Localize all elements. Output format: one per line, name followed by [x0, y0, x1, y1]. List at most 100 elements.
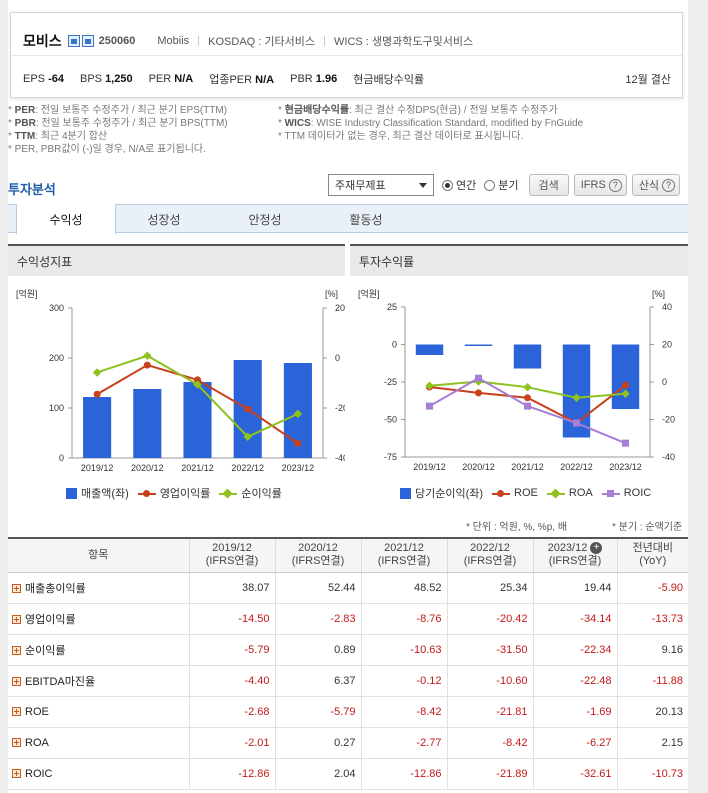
metric-eps: EPS -64 — [23, 73, 64, 85]
data-point[interactable] — [524, 402, 531, 410]
row-label[interactable]: ROE — [8, 696, 189, 728]
y-right-tick-label: 0 — [335, 353, 340, 363]
tab-stability[interactable]: 안정성 — [248, 212, 282, 227]
table-cell: -22.34 — [532, 634, 617, 666]
data-point[interactable] — [243, 432, 252, 441]
expand-plus-icon[interactable] — [12, 676, 21, 686]
table-cell: -1.69 — [532, 696, 617, 728]
notes-left: * PER: 전일 보통주 수정주가 / 최근 분기 EPS(TTM) * PB… — [8, 104, 228, 156]
legend-item-sales[interactable]: 매출액(좌) — [66, 485, 129, 501]
data-point[interactable] — [143, 361, 151, 369]
data-point[interactable] — [425, 381, 434, 391]
bar[interactable] — [513, 344, 542, 369]
data-point[interactable] — [92, 368, 102, 377]
bar[interactable] — [611, 344, 640, 410]
table-cell: 19.44 — [532, 572, 617, 604]
table-cell: -31.50 — [446, 634, 533, 666]
data-point[interactable] — [426, 402, 433, 410]
data-point[interactable] — [622, 439, 629, 447]
add-circle-icon[interactable]: + — [590, 542, 603, 555]
expand-plus-icon[interactable] — [12, 737, 21, 747]
data-point[interactable] — [573, 419, 580, 427]
left-axis-unit: [억원] — [358, 288, 380, 299]
table-cell: -12.86 — [188, 758, 275, 790]
data-point[interactable] — [622, 381, 629, 389]
table-cell: -22.48 — [532, 665, 617, 697]
data-point[interactable] — [523, 382, 532, 392]
company-english-name: Mobiis — [157, 35, 190, 47]
table-cell: 2.04 — [274, 758, 361, 790]
table-cell: -4.40 — [188, 665, 275, 697]
table-row: ROA -2.01 0.27 -2.77 -8.42 -6.27 2.15 — [8, 727, 688, 759]
y-right-tick-label: -40 — [662, 452, 675, 462]
row-label[interactable]: 순이익률 — [8, 634, 189, 666]
row-label[interactable]: ROIC — [8, 758, 189, 790]
company-name[interactable]: 모비스 — [23, 33, 62, 49]
column-header-2022: 2022/12 (IFRS연결) — [446, 538, 533, 573]
tab-activity[interactable]: 활동성 — [349, 212, 383, 227]
data-point[interactable] — [524, 394, 531, 402]
expand-plus-icon[interactable] — [12, 706, 21, 716]
table-cell: -12.86 — [360, 758, 447, 790]
data-point[interactable] — [293, 409, 303, 419]
row-label[interactable]: EBITDA마진율 — [8, 665, 189, 697]
wics-classification: WICS : 생명과학도구및서비스 — [334, 36, 474, 48]
expand-plus-icon[interactable] — [12, 645, 21, 655]
legend-item-roe[interactable]: ROE — [492, 487, 538, 499]
bar[interactable] — [133, 389, 162, 458]
data-point[interactable] — [294, 439, 302, 447]
bar[interactable] — [415, 344, 444, 356]
home-icon[interactable] — [67, 35, 80, 47]
tab-profitability[interactable]: 수익성 — [16, 204, 116, 234]
metric-pbr: PBR 1.96 — [290, 73, 338, 85]
table-row: 영업이익률 -14.50 -2.83 -8.76 -20.42 -34.14 -13.73 — [8, 603, 688, 635]
bar[interactable] — [83, 397, 112, 458]
data-point[interactable] — [475, 374, 482, 382]
y-left-tick-label: -50 — [384, 415, 397, 425]
legend-item-operating-margin[interactable]: 영업이익률 — [137, 485, 210, 501]
ifrs-button[interactable]: IFRS? — [573, 174, 627, 196]
right-gutter — [688, 0, 708, 793]
market-classification: KOSDAQ : 기타서비스 — [208, 36, 315, 48]
note-wics: * WICS: WISE Industry Classification Sta… — [278, 118, 584, 129]
data-point[interactable] — [194, 376, 201, 384]
table-cell: 20.13 — [616, 696, 688, 728]
column-header-item: 항목 — [8, 538, 189, 573]
statement-select[interactable]: 주재무제표 — [328, 174, 434, 196]
y-left-tick-label: 100 — [49, 403, 64, 413]
search-button[interactable]: 검색 — [528, 174, 569, 196]
chart-title: 투자수익률 — [350, 244, 688, 276]
data-point[interactable] — [475, 389, 482, 397]
select-value: 주재무제표 — [335, 180, 386, 192]
table-cell: 6.37 — [274, 665, 361, 697]
building-icon[interactable] — [81, 35, 94, 47]
data-point[interactable] — [143, 351, 152, 361]
investment-return-chart-panel: 투자수익률 [억원] [%] 25 0 -25 -50 -75 40 20 0 -20 -40 2019… — [350, 244, 688, 504]
legend-item-net-income[interactable]: 당기순이익(좌) — [400, 485, 483, 501]
row-label[interactable]: 영업이익률 — [8, 603, 189, 635]
table-cell: -21.81 — [446, 696, 533, 728]
table-cell: -0.12 — [360, 665, 447, 697]
row-label[interactable]: 매출총이익률 — [8, 572, 189, 604]
table-cell: -8.76 — [360, 603, 447, 635]
expand-plus-icon[interactable] — [12, 614, 21, 624]
expand-plus-icon[interactable] — [12, 768, 21, 778]
legend-item-roa[interactable]: ROA — [546, 487, 593, 499]
legend-item-roic[interactable]: ROIC — [601, 487, 651, 499]
help-icon: ? — [608, 178, 622, 192]
expand-plus-icon[interactable] — [12, 583, 21, 593]
left-gutter — [0, 0, 8, 793]
radio-annual[interactable]: 연간 — [442, 177, 476, 193]
row-label[interactable]: ROA — [8, 727, 189, 759]
right-axis-unit: [%] — [652, 289, 665, 299]
bar[interactable] — [464, 344, 493, 347]
table-cell: -5.90 — [616, 572, 688, 604]
table-cell: -2.83 — [274, 603, 361, 635]
data-point[interactable] — [244, 405, 252, 413]
legend-item-net-margin[interactable]: 순이익률 — [219, 485, 282, 501]
data-point[interactable] — [93, 390, 101, 398]
data-point[interactable] — [193, 380, 202, 389]
formula-button[interactable]: 산식? — [631, 174, 681, 196]
radio-quarter[interactable]: 분기 — [484, 177, 519, 193]
tab-growth[interactable]: 성장성 — [147, 212, 181, 227]
